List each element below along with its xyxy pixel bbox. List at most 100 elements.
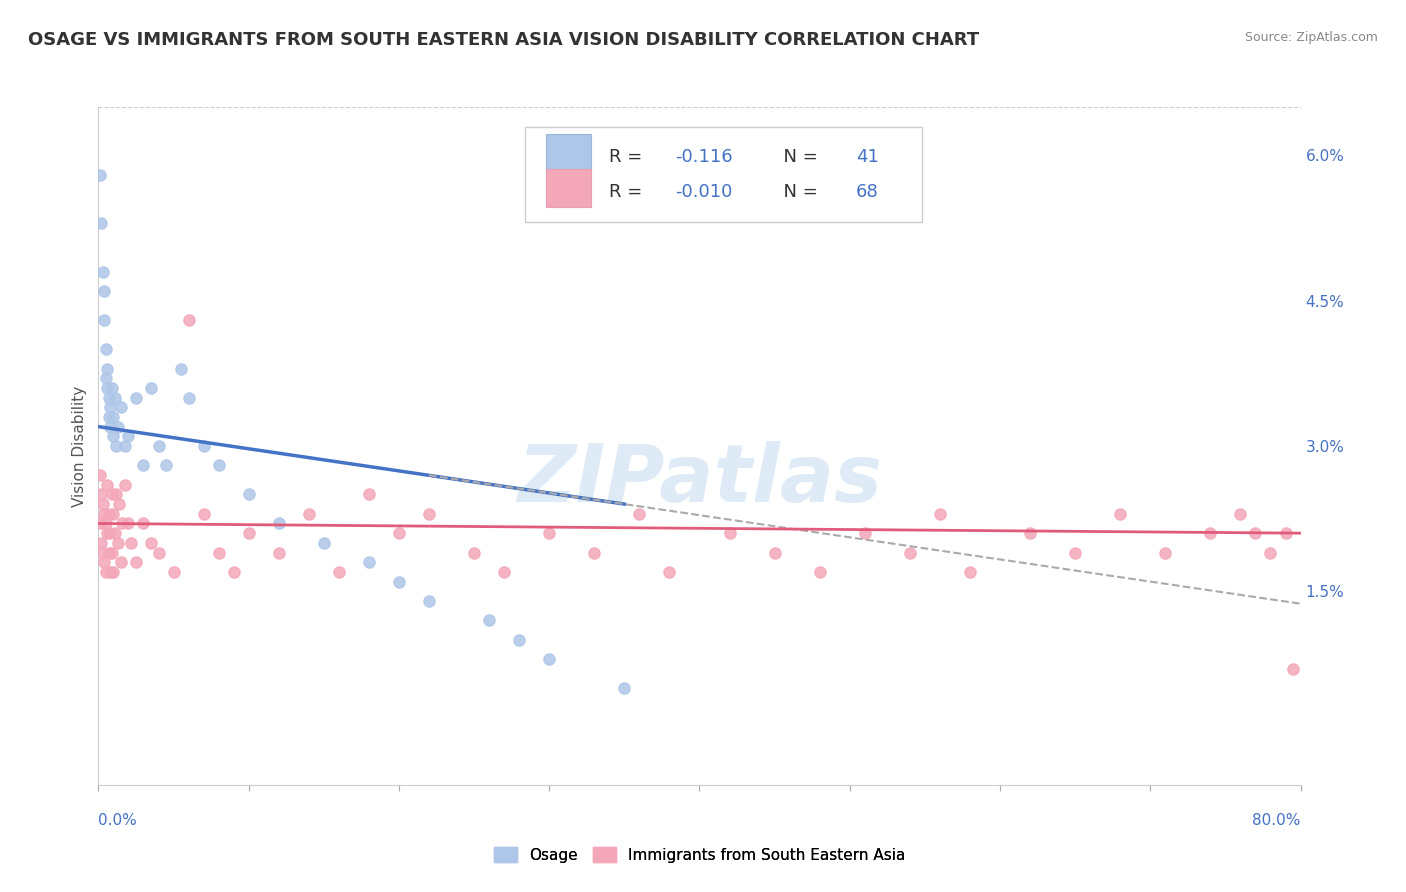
Point xyxy=(148,439,170,453)
Point xyxy=(94,565,117,579)
Point xyxy=(91,545,114,559)
Point xyxy=(94,342,117,356)
Point xyxy=(1199,526,1222,541)
Text: 0.0%: 0.0% xyxy=(98,814,138,828)
Point xyxy=(208,458,231,473)
Point xyxy=(418,594,440,608)
Point xyxy=(103,565,125,579)
Point xyxy=(89,516,111,531)
Point xyxy=(929,507,952,521)
Point xyxy=(93,313,115,327)
Point xyxy=(170,361,193,376)
Point xyxy=(114,477,136,491)
Point xyxy=(90,536,112,550)
Point xyxy=(139,536,162,550)
Point xyxy=(763,545,786,559)
Point xyxy=(91,497,114,511)
Text: 68: 68 xyxy=(856,183,879,201)
Point xyxy=(193,507,215,521)
Point xyxy=(388,574,411,589)
Point xyxy=(96,477,118,491)
Point xyxy=(101,381,124,395)
Point xyxy=(107,536,129,550)
Point xyxy=(238,526,260,541)
Point xyxy=(90,487,112,501)
Text: N =: N = xyxy=(772,147,823,166)
Point xyxy=(1282,662,1305,676)
Point xyxy=(105,487,128,501)
Text: 80.0%: 80.0% xyxy=(1253,814,1301,828)
Point xyxy=(97,391,120,405)
Text: N =: N = xyxy=(772,183,823,201)
Point xyxy=(1019,526,1042,541)
Point xyxy=(853,526,876,541)
Point xyxy=(93,507,115,521)
Point xyxy=(104,391,127,405)
Point xyxy=(91,265,114,279)
Point xyxy=(93,555,115,569)
Text: R =: R = xyxy=(609,183,648,201)
Point xyxy=(97,545,120,559)
Point xyxy=(613,681,636,695)
Point xyxy=(94,516,117,531)
Point xyxy=(1229,507,1251,521)
Point xyxy=(463,545,485,559)
Point xyxy=(357,487,380,501)
Point xyxy=(100,419,122,434)
Point xyxy=(121,536,143,550)
Point xyxy=(238,487,260,501)
Text: ZIPatlas: ZIPatlas xyxy=(517,441,882,519)
Point xyxy=(108,497,131,511)
Point xyxy=(478,613,501,627)
Point xyxy=(312,536,335,550)
Point xyxy=(101,487,124,501)
Point xyxy=(94,371,117,385)
Point xyxy=(110,401,132,415)
Point xyxy=(388,526,411,541)
Point xyxy=(110,555,132,569)
FancyBboxPatch shape xyxy=(526,128,922,222)
Text: -0.010: -0.010 xyxy=(675,183,733,201)
Point xyxy=(959,565,981,579)
Legend: Osage, Immigrants from South Eastern Asia: Osage, Immigrants from South Eastern Asi… xyxy=(488,840,911,869)
Point xyxy=(162,565,184,579)
Point xyxy=(104,526,127,541)
Point xyxy=(114,439,136,453)
Point xyxy=(89,468,111,483)
Point xyxy=(96,381,118,395)
Point xyxy=(494,565,516,579)
Point xyxy=(1260,545,1282,559)
Point xyxy=(117,429,139,443)
Point xyxy=(155,458,177,473)
Text: Source: ZipAtlas.com: Source: ZipAtlas.com xyxy=(1244,31,1378,45)
FancyBboxPatch shape xyxy=(546,134,592,171)
Point xyxy=(100,526,122,541)
Point xyxy=(718,526,741,541)
Point xyxy=(132,458,155,473)
Point xyxy=(103,507,125,521)
Point xyxy=(111,516,134,531)
Point xyxy=(117,516,139,531)
Point xyxy=(1274,526,1296,541)
Point xyxy=(89,168,111,182)
Point xyxy=(418,507,440,521)
Point xyxy=(628,507,651,521)
Point xyxy=(328,565,350,579)
Point xyxy=(100,401,122,415)
Text: 41: 41 xyxy=(856,147,879,166)
Point xyxy=(139,381,162,395)
Text: R =: R = xyxy=(609,147,648,166)
Point xyxy=(97,409,120,424)
Point xyxy=(101,545,124,559)
Point xyxy=(103,429,125,443)
Point xyxy=(1244,526,1267,541)
Point xyxy=(1154,545,1177,559)
Point xyxy=(267,545,290,559)
Point xyxy=(93,284,115,298)
Point xyxy=(103,409,125,424)
Point xyxy=(658,565,681,579)
Point xyxy=(125,555,148,569)
Point xyxy=(193,439,215,453)
Point xyxy=(898,545,921,559)
Point xyxy=(96,526,118,541)
